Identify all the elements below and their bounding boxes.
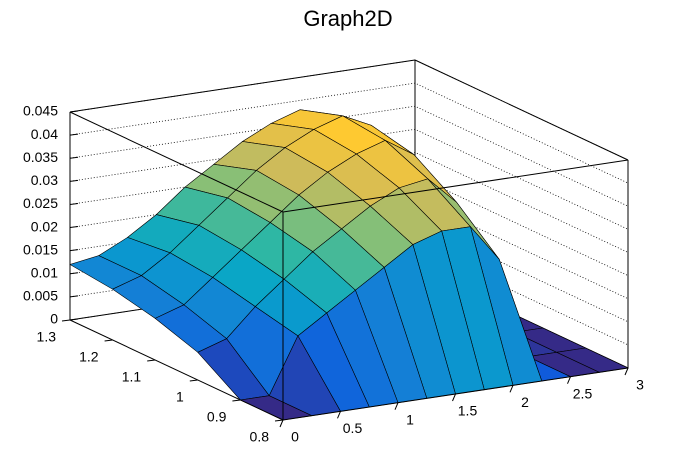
- y-tick: [61, 319, 71, 322]
- z-tick-label: 0.025: [23, 195, 58, 211]
- z-tick: [69, 156, 79, 159]
- y-tick: [232, 399, 241, 402]
- x-tick: [279, 419, 284, 428]
- z-tick-label: 0.035: [23, 149, 58, 165]
- x-tick-label: 1.5: [458, 403, 478, 419]
- y-tick-label: 0.9: [207, 409, 227, 425]
- z-tick-label: 0.04: [31, 126, 58, 142]
- y-tick-label: 0.8: [250, 429, 270, 445]
- z-tick-label: 0.03: [31, 172, 58, 188]
- z-tick-label: 0: [50, 311, 58, 327]
- z-tick-label: 0.005: [23, 288, 58, 304]
- x-tick-label: 2.5: [573, 385, 593, 401]
- box-edge: [69, 319, 284, 421]
- y-tick: [147, 359, 156, 362]
- z-tick-label: 0.045: [23, 103, 58, 119]
- box-edge: [69, 111, 284, 213]
- box-edge: [282, 159, 629, 213]
- z-tick: [69, 179, 79, 182]
- y-tick-label: 1: [176, 389, 184, 405]
- y-tick: [274, 419, 284, 422]
- y-tick-label: 1.2: [79, 349, 99, 365]
- x-tick: [509, 385, 514, 393]
- z-tick: [69, 272, 79, 275]
- z-tick-label: 0.02: [31, 218, 58, 234]
- box-edge: [414, 59, 629, 161]
- z-tick: [69, 249, 79, 252]
- x-tick-label: 1: [406, 411, 414, 427]
- y-tick: [189, 379, 198, 382]
- y-tick-label: 1.1: [122, 369, 142, 385]
- z-tick: [69, 133, 79, 136]
- x-tick: [394, 402, 399, 410]
- box-edge: [69, 59, 416, 113]
- x-tick: [452, 393, 456, 402]
- z-tick: [69, 202, 79, 205]
- z-tick-label: 0.015: [23, 241, 58, 257]
- z-tick: [69, 295, 79, 298]
- x-tick: [624, 367, 629, 376]
- chart-title: Graph2D: [303, 6, 392, 31]
- y-tick-label: 1.3: [37, 329, 57, 345]
- x-tick-label: 3: [636, 377, 644, 393]
- x-tick-label: 0: [291, 429, 299, 445]
- x-tick: [337, 411, 341, 419]
- x-tick-label: 2: [521, 394, 529, 410]
- z-tick: [69, 226, 79, 229]
- x-tick: [567, 376, 571, 384]
- y-tick: [104, 339, 113, 342]
- z-tick-label: 0.01: [31, 264, 58, 280]
- x-tick-label: 0.5: [343, 420, 363, 436]
